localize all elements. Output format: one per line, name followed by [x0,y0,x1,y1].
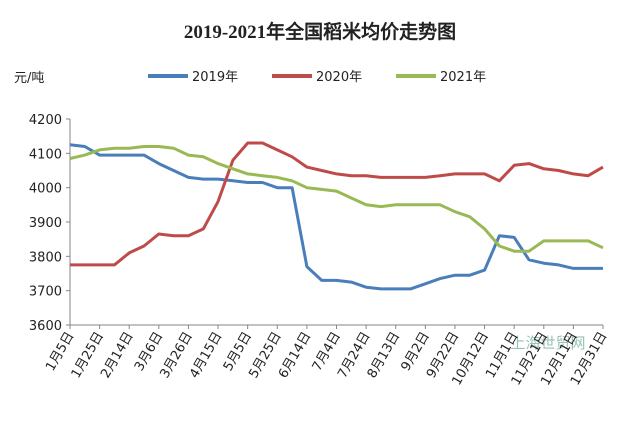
y-tick-label: 4000 [29,182,62,197]
legend-label: 2020年 [316,70,362,85]
y-tick-label: 3600 [29,319,62,334]
legend-label: 2021年 [440,70,486,85]
series-line [69,145,604,253]
series-line [69,143,603,291]
watermark: 上海世贸网 [510,334,585,352]
y-tick-label: 4100 [29,147,62,162]
series-line [70,141,604,267]
y-tick-label: 3700 [29,285,62,300]
y-tick-label: 4200 [29,113,62,128]
chart-title: 2019-2021年全国稻米均价走势图 [184,20,456,43]
y-tick-label: 3800 [29,250,62,265]
y-tick-label: 3900 [29,216,62,231]
y-axis-label: 元/吨 [14,71,44,86]
legend-label: 2019年 [192,70,238,85]
